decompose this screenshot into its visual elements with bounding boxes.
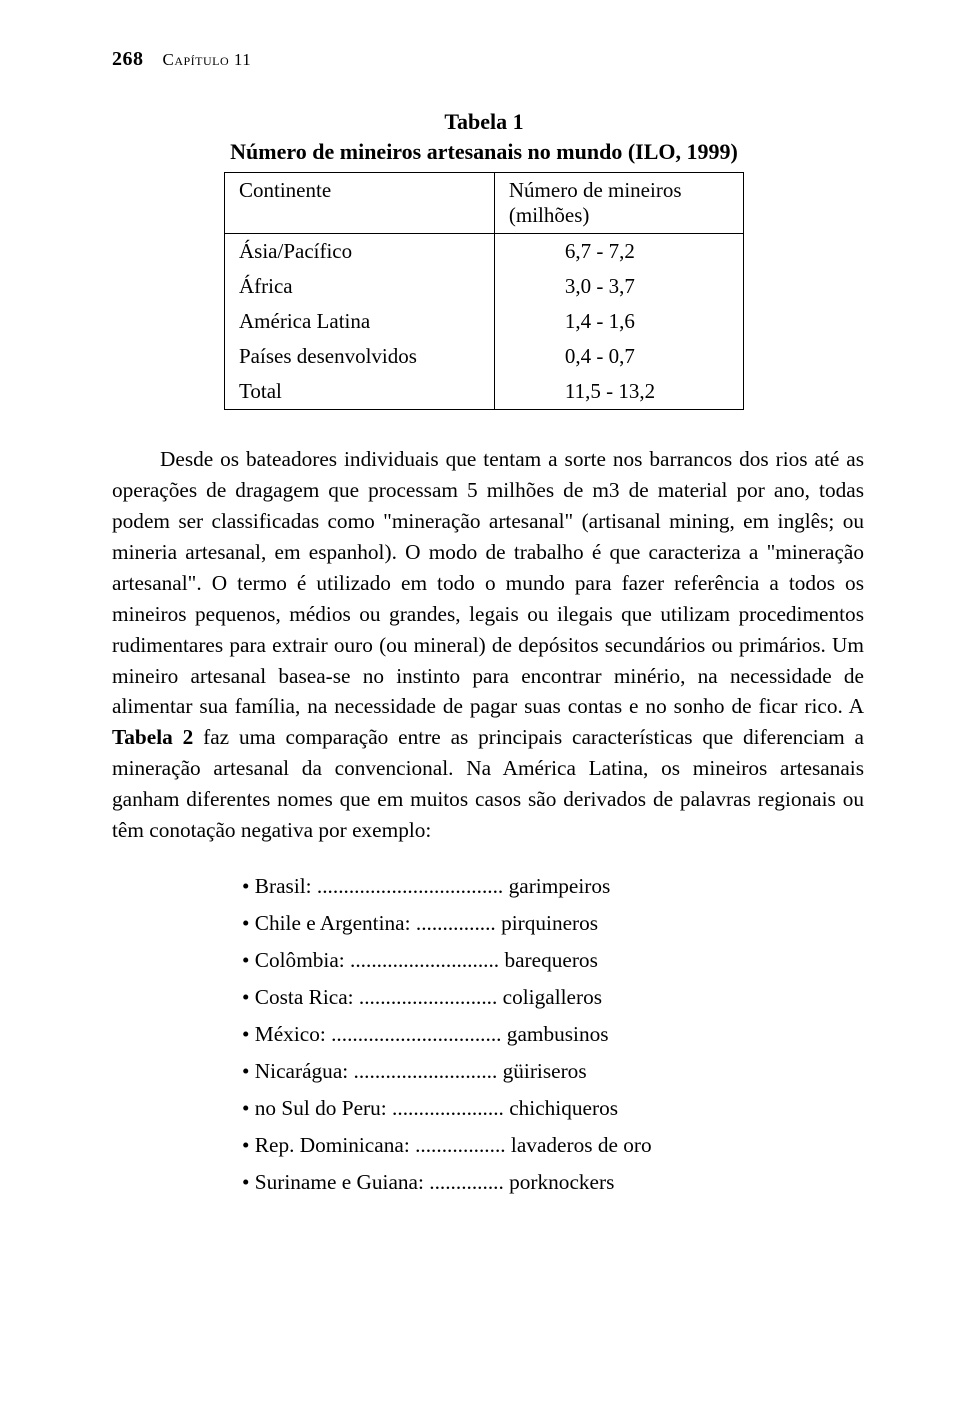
list-item: Suriname e Guiana: .............. porkno… <box>242 1170 864 1195</box>
list-country: Brasil: <box>255 874 312 898</box>
list-dots: ........................... <box>354 1059 498 1083</box>
table-header-miners-l1: Número de mineiros <box>509 178 682 202</box>
list-item: México: ................................… <box>242 1022 864 1047</box>
body-paragraph-bold: Tabela 2 <box>112 725 193 749</box>
list-term: porknockers <box>509 1170 614 1194</box>
table-header-continent: Continente <box>225 173 495 234</box>
table-header-miners: Número de mineiros (milhões) <box>494 173 743 234</box>
list-term: barequeros <box>504 948 597 972</box>
list-item: Costa Rica: .......................... c… <box>242 985 864 1010</box>
list-country: Costa Rica: <box>255 985 354 1009</box>
body-paragraph-post: faz uma comparação entre as principais c… <box>112 725 864 842</box>
table-row: Continente Número de mineiros (milhões) <box>225 173 744 234</box>
list-dots: ................................... <box>317 874 503 898</box>
list-item: Chile e Argentina: ............... pirqu… <box>242 911 864 936</box>
list-term: garimpeiros <box>509 874 611 898</box>
list-item: Rep. Dominicana: ................. lavad… <box>242 1133 864 1158</box>
table-cell-region: Total <box>225 374 495 410</box>
table-1-title: Tabela 1 Número de mineiros artesanais n… <box>224 107 744 166</box>
list-item: no Sul do Peru: ..................... ch… <box>242 1096 864 1121</box>
list-dots: ............... <box>416 911 496 935</box>
table-row: América Latina 1,4 - 1,6 <box>225 304 744 339</box>
table-row: Países desenvolvidos 0,4 - 0,7 <box>225 339 744 374</box>
table-row: África 3,0 - 3,7 <box>225 269 744 304</box>
table-cell-region: Países desenvolvidos <box>225 339 495 374</box>
table-cell-value: 6,7 - 7,2 <box>494 234 743 270</box>
table-cell-value: 11,5 - 13,2 <box>494 374 743 410</box>
table-cell-region: África <box>225 269 495 304</box>
list-term: güiriseros <box>503 1059 587 1083</box>
table-row: Ásia/Pacífico 6,7 - 7,2 <box>225 234 744 270</box>
table-1-block: Tabela 1 Número de mineiros artesanais n… <box>224 107 744 410</box>
table-cell-value: 0,4 - 0,7 <box>494 339 743 374</box>
table-row: Total 11,5 - 13,2 <box>225 374 744 410</box>
running-head: 268 Capítulo 11 <box>112 48 864 71</box>
list-country: Suriname e Guiana: <box>255 1170 424 1194</box>
list-term: coligalleros <box>503 985 602 1009</box>
page-number: 268 <box>112 48 144 70</box>
list-country: no Sul do Peru: <box>255 1096 387 1120</box>
list-dots: ................................ <box>331 1022 501 1046</box>
list-country: Nicarágua: <box>255 1059 348 1083</box>
body-paragraph-pre: Desde os bateadores individuais que tent… <box>112 447 864 718</box>
body-paragraph: Desde os bateadores individuais que tent… <box>112 444 864 845</box>
list-dots: .......................... <box>359 985 497 1009</box>
list-item: Brasil: ................................… <box>242 874 864 899</box>
list-item: Colômbia: ............................ b… <box>242 948 864 973</box>
table-cell-value: 3,0 - 3,7 <box>494 269 743 304</box>
list-dots: ................. <box>415 1133 506 1157</box>
table-cell-region: Ásia/Pacífico <box>225 234 495 270</box>
table-1: Continente Número de mineiros (milhões) … <box>224 172 744 410</box>
table-cell-value: 1,4 - 1,6 <box>494 304 743 339</box>
list-dots: ............................ <box>350 948 499 972</box>
list-dots: .............. <box>429 1170 504 1194</box>
list-term: chichiqueros <box>509 1096 618 1120</box>
chapter-label: Capítulo 11 <box>163 50 252 69</box>
table-cell-region: América Latina <box>225 304 495 339</box>
list-term: lavaderos de oro <box>511 1133 652 1157</box>
list-country: Chile e Argentina: <box>255 911 411 935</box>
table-1-title-line2: Número de mineiros artesanais no mundo (… <box>230 139 738 164</box>
list-item: Nicarágua: ........................... g… <box>242 1059 864 1084</box>
list-term: gambusinos <box>507 1022 609 1046</box>
table-header-miners-l2: (milhões) <box>509 203 589 227</box>
list-country: México: <box>255 1022 326 1046</box>
list-dots: ..................... <box>392 1096 504 1120</box>
list-term: pirquineros <box>501 911 598 935</box>
table-1-title-line1: Tabela 1 <box>444 109 523 134</box>
page: 268 Capítulo 11 Tabela 1 Número de minei… <box>0 0 960 1423</box>
list-country: Colômbia: <box>255 948 345 972</box>
list-country: Rep. Dominicana: <box>255 1133 410 1157</box>
country-list: Brasil: ................................… <box>242 874 864 1195</box>
